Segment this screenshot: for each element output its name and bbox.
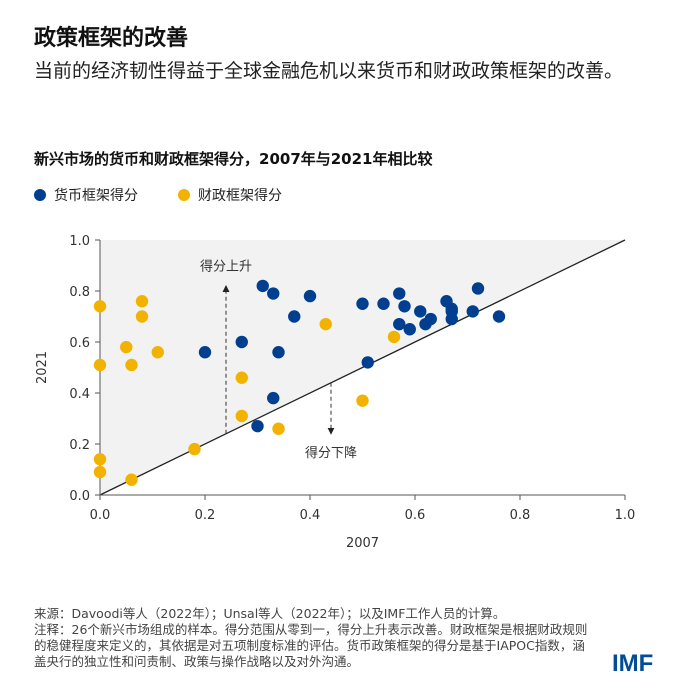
fiscal-point: [235, 409, 248, 423]
x-tick-label: 1.0: [615, 508, 636, 523]
y-tick-label: 0.4: [69, 387, 90, 402]
legend-monetary: 货币框架得分: [34, 185, 138, 205]
reference-line: [99, 239, 626, 496]
source-note: 来源：Davoodi等人（2022年）；Unsal等人（2022年）；以及IMF…: [34, 606, 506, 621]
legend-fiscal: 财政框架得分: [178, 185, 282, 205]
x-tick-label: 0.2: [195, 508, 216, 523]
annotation-up: 得分上升: [200, 259, 252, 275]
monetary-point: [303, 289, 317, 303]
monetary-point: [377, 297, 390, 310]
monetary-point: [393, 287, 406, 300]
y-tick-label: 0.6: [69, 336, 90, 351]
monetary-point: [398, 300, 411, 313]
monetary-point: [256, 279, 269, 293]
annotation-down: 得分下降: [305, 445, 357, 461]
x-axis-label: 2007: [346, 536, 379, 551]
fiscal-point: [135, 310, 149, 323]
y-tick-label: 1.0: [69, 234, 90, 249]
fiscal-point: [93, 358, 107, 372]
legend-dot-icon: [34, 189, 46, 201]
monetary-point: [492, 310, 506, 323]
fiscal-point: [135, 295, 149, 308]
x-tick-label: 0.8: [510, 508, 531, 523]
monetary-point: [251, 419, 264, 433]
fiscal-point: [125, 473, 138, 486]
fiscal-point: [93, 453, 107, 466]
y-tick-label: 0.8: [69, 285, 90, 300]
fiscal-point: [125, 358, 138, 372]
x-tick-label: 0.6: [405, 508, 426, 523]
fiscal-point: [356, 394, 369, 407]
monetary-point: [466, 305, 479, 318]
monetary-point: [424, 312, 437, 326]
explanatory-note: 注释：26个新兴市场组成的样本。得分范围从零到一，得分上升表示改善。财政框架是根…: [34, 622, 588, 669]
monetary-point: [393, 317, 406, 331]
fiscal-point: [319, 317, 332, 331]
monetary-point: [403, 323, 416, 336]
monetary-point: [235, 335, 248, 349]
fiscal-point: [151, 346, 164, 359]
monetary-point: [288, 310, 301, 323]
monetary-point: [198, 346, 212, 359]
legend-dot-icon: [178, 189, 190, 201]
page-title: 政策框架的改善: [34, 26, 189, 51]
fiscal-point: [120, 340, 133, 354]
fiscal-point: [188, 442, 201, 456]
fiscal-point: [235, 371, 248, 384]
chart-title: 新兴市场的货币和财政框架得分，2007年与2021年相比较: [34, 150, 433, 168]
imf-logo: IMF: [612, 650, 654, 677]
fiscal-point: [93, 465, 107, 479]
y-tick-label: 0.2: [69, 438, 90, 453]
x-tick-label: 0.4: [300, 508, 321, 523]
y-axis-label: 2021: [35, 351, 50, 384]
page-subtitle: 当前的经济韧性得益于全球金融危机以来货币和财政政策框架的改善。: [34, 60, 624, 82]
monetary-point: [272, 346, 285, 359]
monetary-point: [361, 356, 374, 369]
fiscal-point: [93, 300, 107, 313]
monetary-point: [471, 282, 485, 295]
y-tick-label: 0.0: [69, 489, 90, 504]
monetary-point: [267, 287, 280, 300]
monetary-point: [414, 305, 427, 318]
monetary-point: [356, 297, 369, 310]
notes: 来源：Davoodi等人（2022年）；Unsal等人（2022年）；以及IMF…: [34, 606, 594, 670]
fiscal-point: [272, 422, 285, 435]
fiscal-point: [387, 330, 401, 344]
x-tick-label: 0.0: [90, 508, 111, 523]
legend: 货币框架得分 财政框架得分: [34, 185, 282, 205]
monetary-point: [267, 391, 280, 405]
monetary-point: [445, 312, 458, 326]
